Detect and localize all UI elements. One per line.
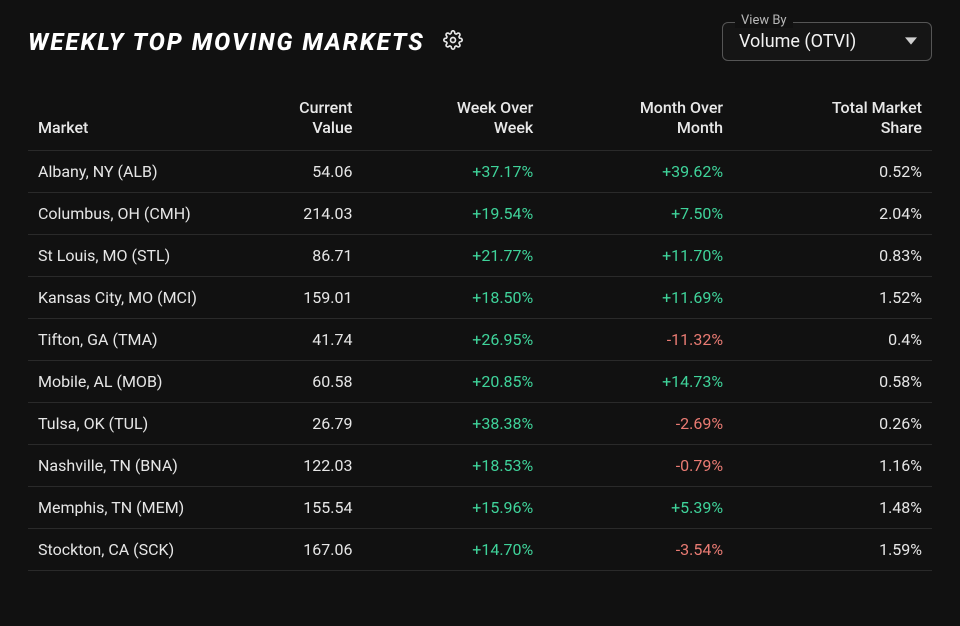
cell-month-over-month: +11.69% bbox=[543, 277, 733, 319]
cell-week-over-week: +26.95% bbox=[362, 319, 543, 361]
cell-market: St Louis, MO (STL) bbox=[28, 235, 236, 277]
col-header-mom: Month OverMonth bbox=[543, 87, 733, 151]
cell-month-over-month: +39.62% bbox=[543, 151, 733, 193]
cell-market: Tulsa, OK (TUL) bbox=[28, 403, 236, 445]
cell-week-over-week: +15.96% bbox=[362, 487, 543, 529]
table-header: Market CurrentValue Week OverWeek Month … bbox=[28, 87, 932, 151]
cell-current-value: 167.06 bbox=[236, 529, 363, 571]
cell-current-value: 26.79 bbox=[236, 403, 363, 445]
cell-current-value: 41.74 bbox=[236, 319, 363, 361]
cell-market: Kansas City, MO (MCI) bbox=[28, 277, 236, 319]
cell-month-over-month: -0.79% bbox=[543, 445, 733, 487]
settings-button[interactable] bbox=[443, 30, 463, 54]
cell-market: Tifton, GA (TMA) bbox=[28, 319, 236, 361]
cell-month-over-month: -11.32% bbox=[543, 319, 733, 361]
table-body: Albany, NY (ALB)54.06+37.17%+39.62%0.52%… bbox=[28, 151, 932, 571]
cell-current-value: 86.71 bbox=[236, 235, 363, 277]
cell-month-over-month: +5.39% bbox=[543, 487, 733, 529]
cell-total-market-share: 1.59% bbox=[733, 529, 932, 571]
cell-total-market-share: 1.52% bbox=[733, 277, 932, 319]
cell-current-value: 60.58 bbox=[236, 361, 363, 403]
cell-total-market-share: 2.04% bbox=[733, 193, 932, 235]
cell-market: Albany, NY (ALB) bbox=[28, 151, 236, 193]
markets-table: Market CurrentValue Week OverWeek Month … bbox=[28, 87, 932, 571]
cell-market: Columbus, OH (CMH) bbox=[28, 193, 236, 235]
col-header-market: Market bbox=[28, 87, 236, 151]
table-row[interactable]: Memphis, TN (MEM)155.54+15.96%+5.39%1.48… bbox=[28, 487, 932, 529]
cell-total-market-share: 0.52% bbox=[733, 151, 932, 193]
table-row[interactable]: Stockton, CA (SCK)167.06+14.70%-3.54%1.5… bbox=[28, 529, 932, 571]
col-header-share: Total MarketShare bbox=[733, 87, 932, 151]
cell-current-value: 122.03 bbox=[236, 445, 363, 487]
cell-week-over-week: +14.70% bbox=[362, 529, 543, 571]
cell-week-over-week: +20.85% bbox=[362, 361, 543, 403]
table-row[interactable]: Tulsa, OK (TUL)26.79+38.38%-2.69%0.26% bbox=[28, 403, 932, 445]
cell-total-market-share: 0.58% bbox=[733, 361, 932, 403]
col-header-current: CurrentValue bbox=[236, 87, 363, 151]
cell-month-over-month: -3.54% bbox=[543, 529, 733, 571]
cell-current-value: 159.01 bbox=[236, 277, 363, 319]
cell-market: Mobile, AL (MOB) bbox=[28, 361, 236, 403]
view-by-value: Volume (OTVI) bbox=[739, 31, 856, 52]
cell-market: Stockton, CA (SCK) bbox=[28, 529, 236, 571]
markets-panel: WEEKLY TOP MOVING MARKETS View By Volume… bbox=[0, 0, 960, 591]
table-row[interactable]: Mobile, AL (MOB)60.58+20.85%+14.73%0.58% bbox=[28, 361, 932, 403]
cell-current-value: 54.06 bbox=[236, 151, 363, 193]
cell-market: Nashville, TN (BNA) bbox=[28, 445, 236, 487]
header-row: WEEKLY TOP MOVING MARKETS View By Volume… bbox=[28, 22, 932, 61]
table-row[interactable]: Tifton, GA (TMA)41.74+26.95%-11.32%0.4% bbox=[28, 319, 932, 361]
table-row[interactable]: Albany, NY (ALB)54.06+37.17%+39.62%0.52% bbox=[28, 151, 932, 193]
cell-week-over-week: +21.77% bbox=[362, 235, 543, 277]
cell-total-market-share: 1.16% bbox=[733, 445, 932, 487]
table-row[interactable]: St Louis, MO (STL)86.71+21.77%+11.70%0.8… bbox=[28, 235, 932, 277]
cell-week-over-week: +18.53% bbox=[362, 445, 543, 487]
table-row[interactable]: Columbus, OH (CMH)214.03+19.54%+7.50%2.0… bbox=[28, 193, 932, 235]
cell-month-over-month: -2.69% bbox=[543, 403, 733, 445]
cell-week-over-week: +37.17% bbox=[362, 151, 543, 193]
table-row[interactable]: Kansas City, MO (MCI)159.01+18.50%+11.69… bbox=[28, 277, 932, 319]
cell-month-over-month: +11.70% bbox=[543, 235, 733, 277]
cell-current-value: 155.54 bbox=[236, 487, 363, 529]
cell-total-market-share: 1.48% bbox=[733, 487, 932, 529]
cell-total-market-share: 0.83% bbox=[733, 235, 932, 277]
cell-total-market-share: 0.4% bbox=[733, 319, 932, 361]
col-header-wow: Week OverWeek bbox=[362, 87, 543, 151]
cell-week-over-week: +18.50% bbox=[362, 277, 543, 319]
cell-total-market-share: 0.26% bbox=[733, 403, 932, 445]
page-title: WEEKLY TOP MOVING MARKETS bbox=[28, 28, 425, 56]
cell-week-over-week: +19.54% bbox=[362, 193, 543, 235]
cell-market: Memphis, TN (MEM) bbox=[28, 487, 236, 529]
title-group: WEEKLY TOP MOVING MARKETS bbox=[28, 28, 463, 56]
chevron-down-icon bbox=[905, 32, 917, 51]
table-row[interactable]: Nashville, TN (BNA)122.03+18.53%-0.79%1.… bbox=[28, 445, 932, 487]
view-by-legend: View By bbox=[735, 13, 793, 28]
cell-month-over-month: +14.73% bbox=[543, 361, 733, 403]
cell-month-over-month: +7.50% bbox=[543, 193, 733, 235]
cell-current-value: 214.03 bbox=[236, 193, 363, 235]
gear-icon bbox=[443, 30, 463, 54]
view-by-select[interactable]: View By Volume (OTVI) bbox=[722, 22, 932, 61]
cell-week-over-week: +38.38% bbox=[362, 403, 543, 445]
